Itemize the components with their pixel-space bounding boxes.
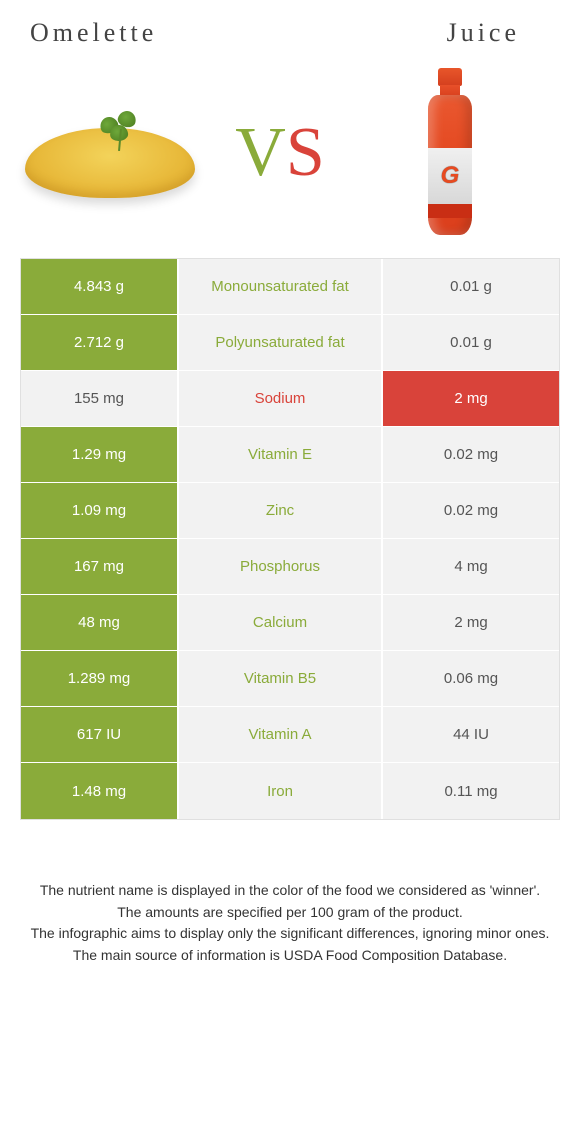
table-row: 1.29 mgVitamin E0.02 mg: [21, 427, 559, 483]
table-row: 4.843 gMonounsaturated fat0.01 g: [21, 259, 559, 315]
footer-line: The amounts are specified per 100 gram o…: [24, 902, 556, 924]
cell-left-value: 1.289 mg: [21, 651, 179, 706]
table-row: 2.712 gPolyunsaturated fat0.01 g: [21, 315, 559, 371]
cell-right-value: 0.06 mg: [381, 651, 559, 706]
table-row: 1.289 mgVitamin B50.06 mg: [21, 651, 559, 707]
cell-nutrient-label: Polyunsaturated fat: [179, 315, 381, 370]
cell-right-value: 0.01 g: [381, 315, 559, 370]
vs-v: V: [235, 118, 286, 188]
omelette-icon: [20, 78, 200, 228]
footer-line: The nutrient name is displayed in the co…: [24, 880, 556, 902]
cell-nutrient-label: Monounsaturated fat: [179, 259, 381, 314]
header: Omelette Juice: [0, 0, 580, 58]
vs-s: S: [286, 118, 325, 188]
nutrient-table: 4.843 gMonounsaturated fat0.01 g2.712 gP…: [20, 258, 560, 820]
footer-notes: The nutrient name is displayed in the co…: [24, 880, 556, 967]
table-row: 155 mgSodium2 mg: [21, 371, 559, 427]
cell-right-value: 4 mg: [381, 539, 559, 594]
cell-nutrient-label: Iron: [179, 763, 381, 819]
cell-nutrient-label: Zinc: [179, 483, 381, 538]
cell-right-value: 0.02 mg: [381, 483, 559, 538]
cell-right-value: 2 mg: [381, 595, 559, 650]
vs-label: VS: [235, 118, 325, 188]
cell-left-value: 1.09 mg: [21, 483, 179, 538]
cell-right-value: 0.11 mg: [381, 763, 559, 819]
footer-line: The main source of information is USDA F…: [24, 945, 556, 967]
juice-bottle-icon: G: [360, 78, 540, 228]
cell-left-value: 155 mg: [21, 371, 179, 426]
title-left: Omelette: [30, 18, 157, 48]
cell-nutrient-label: Phosphorus: [179, 539, 381, 594]
cell-nutrient-label: Vitamin A: [179, 707, 381, 762]
title-right: Juice: [447, 18, 520, 48]
cell-nutrient-label: Sodium: [179, 371, 381, 426]
cell-left-value: 2.712 g: [21, 315, 179, 370]
table-row: 1.09 mgZinc0.02 mg: [21, 483, 559, 539]
images-row: VS G: [0, 58, 580, 258]
cell-right-value: 2 mg: [381, 371, 559, 426]
footer-line: The infographic aims to display only the…: [24, 923, 556, 945]
cell-right-value: 0.02 mg: [381, 427, 559, 482]
table-row: 167 mgPhosphorus4 mg: [21, 539, 559, 595]
cell-left-value: 4.843 g: [21, 259, 179, 314]
cell-left-value: 1.48 mg: [21, 763, 179, 819]
cell-left-value: 1.29 mg: [21, 427, 179, 482]
cell-nutrient-label: Vitamin B5: [179, 651, 381, 706]
table-row: 48 mgCalcium2 mg: [21, 595, 559, 651]
cell-nutrient-label: Calcium: [179, 595, 381, 650]
table-row: 617 IUVitamin A44 IU: [21, 707, 559, 763]
cell-right-value: 44 IU: [381, 707, 559, 762]
cell-left-value: 617 IU: [21, 707, 179, 762]
cell-left-value: 167 mg: [21, 539, 179, 594]
cell-left-value: 48 mg: [21, 595, 179, 650]
cell-right-value: 0.01 g: [381, 259, 559, 314]
cell-nutrient-label: Vitamin E: [179, 427, 381, 482]
table-row: 1.48 mgIron0.11 mg: [21, 763, 559, 819]
